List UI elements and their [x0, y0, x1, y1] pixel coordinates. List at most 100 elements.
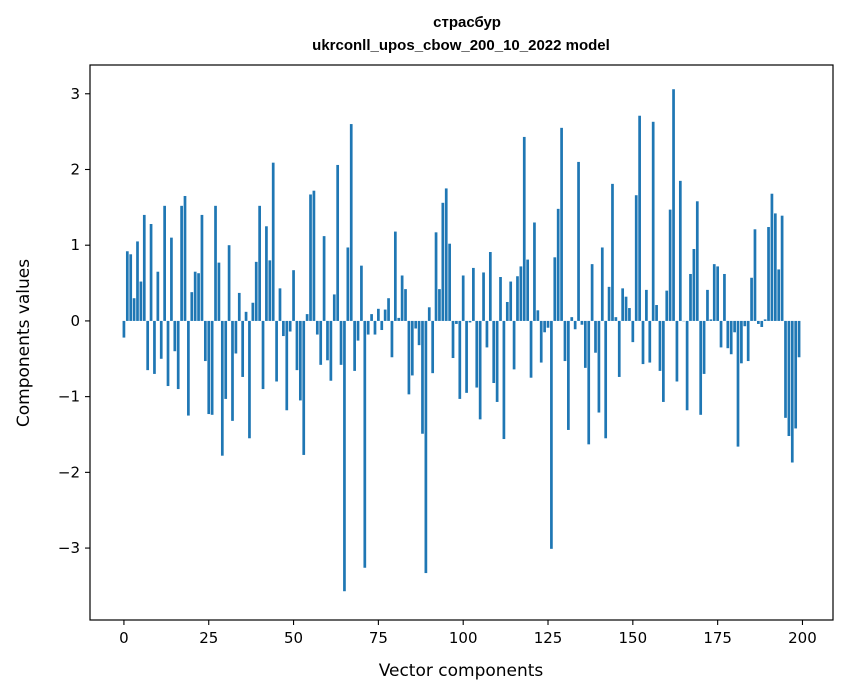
- bar: [434, 232, 438, 321]
- bar: [390, 320, 394, 358]
- x-tick-label: 25: [199, 629, 218, 647]
- bar: [583, 320, 587, 368]
- bar: [288, 320, 292, 332]
- bar: [787, 320, 791, 437]
- bar: [156, 271, 160, 321]
- bar: [621, 288, 625, 321]
- bar: [767, 227, 770, 321]
- bar: [550, 320, 553, 549]
- bar: [529, 320, 533, 378]
- bar: [451, 320, 455, 359]
- bar: [468, 320, 472, 323]
- bar: [662, 320, 665, 402]
- bar: [617, 320, 621, 377]
- bar: [166, 320, 170, 387]
- bar: [672, 89, 675, 321]
- bar: [414, 320, 418, 329]
- bar: [482, 272, 485, 321]
- chart-subtitle: ukrconll_upos_cbow_200_10_2022 model: [312, 37, 610, 54]
- bar: [353, 320, 356, 371]
- bar: [505, 301, 509, 321]
- ticks: 0 25 50 75 100 125 150 175 200 −3 −2 −1 0 1 2 3: [58, 85, 817, 647]
- bars: [122, 89, 801, 592]
- bar: [607, 286, 611, 321]
- bar: [634, 195, 638, 321]
- bar: [312, 190, 316, 321]
- bar: [207, 320, 211, 415]
- bar: [784, 320, 787, 418]
- bar: [217, 262, 221, 321]
- bar: [261, 320, 265, 390]
- bar: [706, 289, 709, 321]
- bar: [220, 320, 224, 456]
- bar: [699, 320, 703, 415]
- bar: [421, 320, 424, 434]
- chart-title: страсбур: [433, 14, 501, 31]
- bar: [512, 320, 516, 370]
- bar: [176, 320, 180, 390]
- bar: [587, 320, 591, 445]
- bar: [132, 298, 136, 321]
- bar: [692, 248, 696, 321]
- bar: [203, 320, 207, 362]
- bar: [363, 320, 367, 568]
- y-tick-label: 1: [70, 236, 80, 254]
- bar: [404, 289, 407, 321]
- bar: [726, 320, 730, 349]
- bar: [265, 226, 268, 321]
- bar: [129, 254, 133, 321]
- bar: [553, 257, 557, 321]
- bar: [563, 320, 567, 362]
- bar: [187, 320, 190, 416]
- bar: [794, 320, 798, 429]
- bar: [258, 205, 261, 321]
- bar: [380, 320, 384, 331]
- bar: [648, 320, 652, 363]
- bar: [292, 270, 295, 321]
- bar: [180, 205, 183, 321]
- bar: [322, 236, 326, 321]
- bar: [234, 320, 238, 354]
- bar: [339, 320, 343, 365]
- bar: [655, 305, 658, 321]
- bar: [475, 320, 479, 388]
- bar: [346, 247, 350, 321]
- bar: [214, 205, 217, 321]
- bar: [163, 205, 166, 321]
- bar: [695, 201, 699, 321]
- bar: [709, 319, 713, 321]
- bar: [573, 320, 577, 330]
- bar: [628, 308, 631, 321]
- bar: [516, 276, 519, 321]
- bar: [455, 320, 458, 324]
- x-tick-label: 125: [534, 629, 563, 647]
- plot-frame: [89, 64, 834, 621]
- x-tick-label: 150: [619, 629, 648, 647]
- bar: [170, 237, 173, 321]
- bar: [231, 320, 234, 421]
- bar: [770, 193, 774, 321]
- bar: [614, 317, 618, 321]
- bar: [366, 320, 370, 335]
- bar: [797, 320, 801, 358]
- bar: [719, 320, 723, 348]
- bar: [190, 292, 194, 321]
- bar: [641, 320, 645, 365]
- y-tick-label: 3: [70, 85, 80, 103]
- bar: [594, 320, 597, 353]
- bar: [237, 292, 241, 321]
- bar: [393, 231, 397, 321]
- bar: [567, 320, 570, 430]
- bar: [773, 213, 777, 321]
- bar: [400, 275, 404, 321]
- bar: [153, 320, 156, 374]
- bar: [502, 320, 506, 440]
- bar: [733, 320, 736, 333]
- bar: [546, 320, 550, 328]
- bar: [254, 261, 258, 321]
- bar: [675, 320, 679, 382]
- bar: [248, 320, 251, 439]
- bar: [536, 310, 540, 321]
- bar: [685, 320, 689, 411]
